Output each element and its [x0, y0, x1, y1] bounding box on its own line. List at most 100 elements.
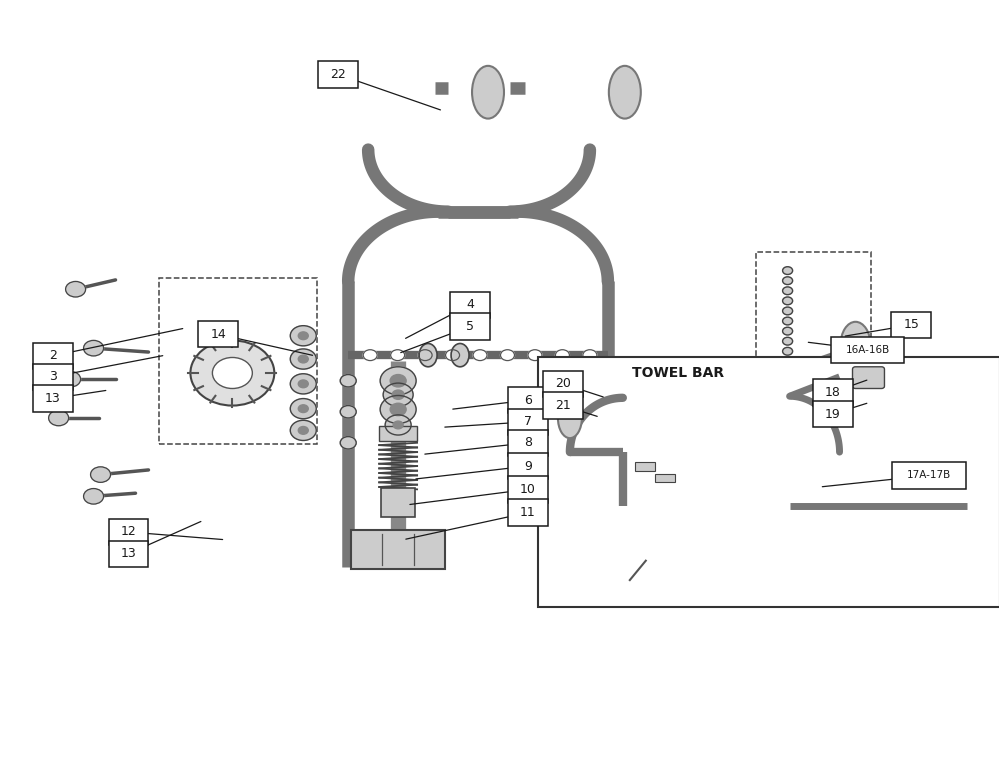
Circle shape — [84, 340, 104, 356]
Circle shape — [298, 380, 308, 388]
Text: TOWEL BAR: TOWEL BAR — [632, 366, 724, 380]
Circle shape — [783, 317, 793, 325]
Text: 2: 2 — [49, 350, 57, 362]
FancyBboxPatch shape — [853, 367, 884, 388]
FancyBboxPatch shape — [508, 387, 548, 413]
Circle shape — [392, 390, 404, 399]
Text: 9: 9 — [524, 459, 532, 472]
Circle shape — [340, 437, 356, 449]
Circle shape — [298, 405, 308, 413]
Text: 3: 3 — [49, 371, 57, 383]
FancyBboxPatch shape — [351, 531, 445, 570]
Circle shape — [391, 350, 405, 361]
Text: 5: 5 — [466, 320, 474, 333]
Text: 6: 6 — [524, 394, 532, 406]
Circle shape — [390, 403, 406, 416]
Text: 4: 4 — [466, 298, 474, 312]
Text: 10: 10 — [520, 483, 536, 496]
Circle shape — [298, 332, 308, 340]
FancyBboxPatch shape — [508, 500, 548, 526]
Circle shape — [298, 427, 308, 434]
Circle shape — [418, 350, 432, 361]
FancyBboxPatch shape — [892, 462, 966, 489]
Circle shape — [340, 375, 356, 387]
Circle shape — [290, 349, 316, 369]
FancyBboxPatch shape — [198, 321, 238, 347]
Circle shape — [190, 340, 274, 406]
Circle shape — [290, 420, 316, 441]
Text: 22: 22 — [330, 68, 346, 81]
Circle shape — [91, 467, 111, 483]
Circle shape — [783, 337, 793, 345]
FancyBboxPatch shape — [381, 488, 415, 517]
Circle shape — [783, 327, 793, 335]
Circle shape — [393, 421, 403, 429]
Text: 7: 7 — [524, 416, 532, 428]
Circle shape — [783, 277, 793, 284]
Circle shape — [600, 437, 616, 449]
Circle shape — [783, 287, 793, 294]
Text: 12: 12 — [121, 525, 136, 538]
Circle shape — [583, 350, 597, 361]
FancyBboxPatch shape — [33, 343, 73, 369]
Circle shape — [555, 350, 569, 361]
Ellipse shape — [451, 343, 469, 367]
Circle shape — [500, 350, 514, 361]
Circle shape — [340, 406, 356, 418]
Ellipse shape — [609, 66, 641, 119]
Text: 11: 11 — [520, 506, 536, 519]
Text: 17A-17B: 17A-17B — [907, 470, 952, 480]
FancyBboxPatch shape — [450, 291, 490, 318]
Circle shape — [528, 350, 542, 361]
FancyBboxPatch shape — [538, 357, 1000, 607]
Ellipse shape — [472, 66, 504, 119]
Text: 19: 19 — [825, 408, 840, 420]
Circle shape — [290, 326, 316, 346]
Text: 21: 21 — [555, 399, 571, 412]
Circle shape — [290, 399, 316, 419]
Circle shape — [66, 281, 86, 297]
FancyBboxPatch shape — [109, 519, 148, 545]
FancyBboxPatch shape — [635, 462, 655, 471]
Circle shape — [290, 374, 316, 394]
Text: 13: 13 — [121, 547, 136, 560]
FancyBboxPatch shape — [543, 371, 583, 397]
Circle shape — [390, 375, 406, 387]
Text: 20: 20 — [555, 378, 571, 390]
Circle shape — [385, 415, 411, 435]
FancyBboxPatch shape — [508, 453, 548, 479]
Circle shape — [212, 357, 252, 388]
Ellipse shape — [841, 322, 870, 368]
Circle shape — [473, 350, 487, 361]
Text: 16A-16B: 16A-16B — [845, 345, 890, 355]
Text: 18: 18 — [825, 386, 840, 399]
Circle shape — [383, 383, 413, 406]
FancyBboxPatch shape — [508, 409, 548, 435]
Circle shape — [49, 410, 69, 426]
Circle shape — [783, 347, 793, 355]
Circle shape — [446, 350, 460, 361]
Text: 15: 15 — [903, 319, 919, 332]
FancyBboxPatch shape — [109, 541, 148, 567]
Circle shape — [783, 297, 793, 305]
Circle shape — [61, 371, 81, 387]
Circle shape — [380, 367, 416, 395]
Text: 14: 14 — [211, 328, 226, 340]
FancyBboxPatch shape — [450, 313, 490, 340]
Circle shape — [380, 395, 416, 423]
Circle shape — [363, 350, 377, 361]
Circle shape — [783, 267, 793, 274]
FancyBboxPatch shape — [543, 392, 583, 419]
Ellipse shape — [558, 398, 582, 438]
Circle shape — [600, 402, 616, 414]
FancyBboxPatch shape — [318, 61, 358, 88]
FancyBboxPatch shape — [813, 379, 853, 406]
FancyBboxPatch shape — [655, 474, 675, 483]
FancyBboxPatch shape — [831, 336, 904, 363]
FancyBboxPatch shape — [891, 312, 931, 338]
Text: 8: 8 — [524, 437, 532, 449]
FancyBboxPatch shape — [508, 430, 548, 456]
Text: 13: 13 — [45, 392, 60, 405]
FancyBboxPatch shape — [379, 426, 417, 441]
FancyBboxPatch shape — [508, 476, 548, 503]
